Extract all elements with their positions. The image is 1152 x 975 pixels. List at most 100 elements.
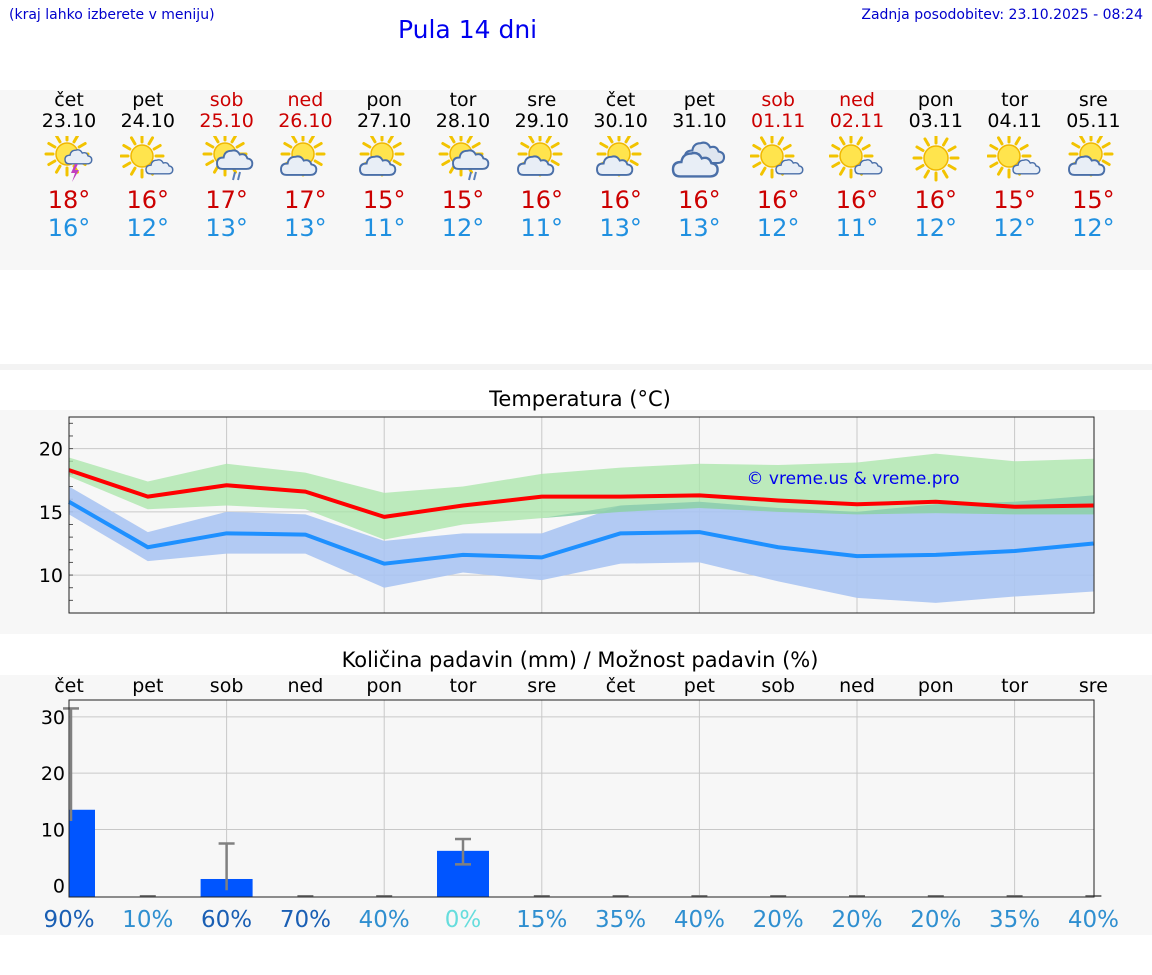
day-date: 24.10 — [120, 110, 175, 132]
x-category-label: sob — [761, 675, 795, 697]
max-temp-line — [68, 468, 1094, 519]
day-weekday: čet — [54, 89, 84, 111]
precip-probability-label: 20% — [831, 907, 882, 933]
day-weekday: pon — [366, 89, 403, 111]
sun-shape — [119, 136, 165, 179]
sun-cloud-thunder-icon — [44, 136, 93, 182]
sun-cloud-rain-icon — [202, 136, 253, 181]
day-date: 30.10 — [593, 110, 648, 132]
x-category-label: pon — [366, 675, 402, 697]
cloud-shape — [359, 155, 397, 176]
day-date: 01.11 — [750, 110, 806, 132]
plot-frame — [68, 416, 1095, 614]
daily-forecast-strip: čet 23.10 18° 16° pet 24.10 16° 12° sob 25.10 17° 1… — [0, 90, 1152, 270]
precip-probability-label: 40% — [1068, 907, 1119, 933]
day-weekday: ned — [287, 89, 324, 111]
precipitation-chart: 0 10 20 30 čet pet sob ned pon tor sre čet pet sob ned… — [41, 675, 1119, 933]
x-category-label: čet — [54, 675, 84, 697]
cloud-shape — [1068, 155, 1106, 176]
x-category-label: sre — [1079, 675, 1108, 697]
day-max-temp: 15° — [993, 186, 1036, 214]
y-tick-label: 20 — [39, 439, 63, 461]
x-category-label: pet — [132, 675, 163, 697]
day-date: 26.10 — [278, 110, 333, 132]
day-column: sre 29.10 16° 11° — [502, 90, 581, 242]
sun-cloud-icon — [595, 136, 642, 177]
precip-probability-label: 35% — [595, 907, 646, 933]
day-max-temp: 16° — [835, 186, 879, 214]
precip-probability-label: 70% — [280, 907, 331, 933]
day-weekday: tor — [449, 89, 477, 111]
day-max-temp: 16° — [599, 186, 642, 214]
day-min-temp: 12° — [993, 214, 1036, 242]
day-max-temp: 15° — [441, 186, 485, 214]
x-category-label: sob — [210, 675, 244, 697]
day-min-temp: 12° — [1072, 214, 1115, 242]
day-max-temp: 15° — [1072, 186, 1115, 214]
day-column: sob 01.11 16° 12° — [739, 90, 818, 242]
precip-bar — [69, 809, 95, 897]
plot-frame — [68, 699, 1095, 898]
temperature-chart-title: Temperatura (°C) — [489, 387, 671, 411]
cloud-shape — [452, 149, 490, 170]
precip-probability-label: 40% — [359, 907, 410, 933]
day-min-temp: 11° — [520, 214, 564, 242]
day-date: 27.10 — [356, 110, 412, 132]
day-weekday: pet — [683, 89, 715, 111]
cloud-shape — [280, 155, 318, 176]
watermark: © vreme.us & vreme.pro — [746, 469, 959, 489]
x-category-label: pon — [918, 675, 954, 697]
day-date: 25.10 — [199, 110, 254, 132]
day-column: sre 05.11 15° 12° — [1054, 90, 1133, 242]
day-date: 03.11 — [908, 110, 963, 132]
page-title: Pula 14 dni — [398, 15, 538, 44]
cloud-shape — [516, 155, 555, 176]
day-min-temp: 13° — [205, 214, 248, 242]
cloud-shape — [854, 159, 883, 175]
day-column: pon 03.11 16° 12° — [896, 90, 975, 242]
day-date: 05.11 — [1066, 110, 1121, 132]
day-max-temp: 16° — [126, 186, 170, 214]
day-column: ned 26.10 17° 13° — [266, 90, 345, 242]
day-column: tor 28.10 15° 12° — [424, 90, 503, 242]
sun-icon — [912, 136, 960, 182]
day-max-temp: 17° — [284, 186, 327, 214]
day-date: 31.10 — [672, 110, 727, 132]
sun-shape — [596, 136, 642, 177]
last-updated: Zadnja posodobitev: 23.10.2025 - 08:24 — [861, 7, 1143, 23]
day-date: 29.10 — [514, 110, 569, 132]
precip-probability-label: 60% — [201, 907, 252, 933]
sun-cloud-icon — [359, 136, 405, 177]
cloud-shape — [672, 151, 720, 178]
day-max-temp: 16° — [914, 186, 958, 214]
day-column: pet 24.10 16° 12° — [108, 90, 187, 242]
x-category-label: čet — [606, 675, 636, 697]
day-weekday: pon — [917, 89, 954, 111]
day-min-temp: 13° — [678, 214, 721, 242]
sun-small-cloud-icon — [750, 136, 804, 179]
x-category-label: tor — [450, 675, 477, 697]
day-max-temp: 18° — [47, 186, 91, 214]
y-tick-label: 15 — [39, 502, 63, 524]
x-category-label: sre — [527, 675, 556, 697]
day-min-temp: 12° — [914, 214, 958, 242]
section-divider — [0, 364, 1152, 370]
day-date: 02.11 — [829, 110, 885, 132]
y-tick-label: 0 — [53, 876, 65, 898]
cloud-shape — [145, 159, 174, 175]
precip-probability-label: 20% — [753, 907, 804, 933]
rain-drop — [231, 171, 236, 181]
day-min-temp: 11° — [362, 214, 406, 242]
sun-small-cloud-icon — [829, 136, 883, 179]
precipitation-chart-title: Količina padavin (mm) / Možnost padavin … — [341, 648, 819, 672]
day-column: čet 30.10 16° 13° — [581, 90, 660, 242]
lightning-bolt — [71, 164, 79, 182]
day-max-temp: 15° — [362, 186, 406, 214]
plot-area — [69, 700, 1094, 897]
sun-cloud-icon — [280, 136, 326, 177]
y-tick-label: 10 — [39, 565, 63, 587]
cloud-shape — [215, 149, 253, 170]
day-max-temp: 17° — [205, 186, 248, 214]
rain-drop — [236, 171, 241, 181]
precip-probability-label: 20% — [910, 907, 961, 933]
